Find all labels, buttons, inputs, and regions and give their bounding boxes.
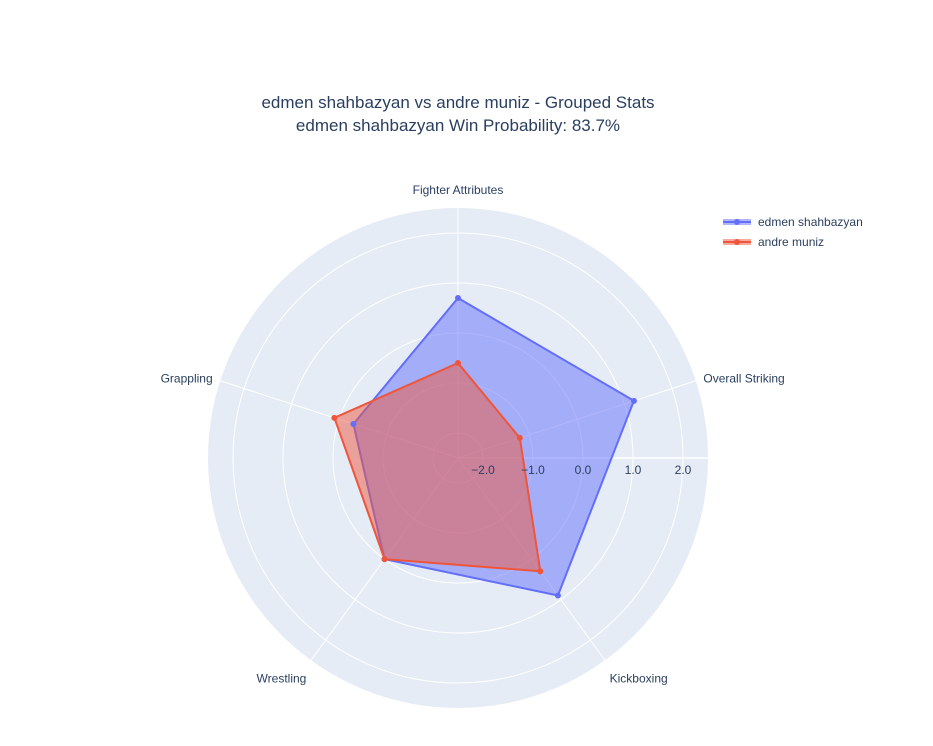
radial-tick-label: −1.0	[521, 463, 545, 477]
legend[interactable]: edmen shahbazyan andre muniz	[723, 215, 863, 249]
axis-label-wrestling: Wrestling	[257, 672, 307, 686]
data-point-edmen-shahbazyan-overall-striking[interactable]	[630, 397, 637, 404]
legend-label: edmen shahbazyan	[758, 215, 863, 229]
axis-label-kickboxing: Kickboxing	[610, 672, 668, 686]
radial-tick-label: 0.0	[575, 463, 592, 477]
radial-tick-label: −2.0	[471, 463, 495, 477]
data-point-andre-muniz-fighter-attributes[interactable]	[455, 360, 461, 366]
polar-area: −2.0 −1.0 0.0 1.0 2.0 Fighter Attributes Overa…	[161, 183, 785, 708]
chart-title: edmen shahbazyan vs andre muniz - Groupe…	[261, 93, 654, 112]
data-point-edmen-shahbazyan-kickboxing[interactable]	[554, 592, 561, 599]
axis-label-fighter-attributes: Fighter Attributes	[413, 183, 504, 197]
axis-label-overall-striking: Overall Striking	[703, 371, 784, 385]
data-point-andre-muniz-kickboxing[interactable]	[537, 568, 544, 575]
chart-subtitle: edmen shahbazyan Win Probability: 83.7%	[296, 116, 620, 135]
series-area-andre-muniz	[333, 362, 542, 573]
data-point-edmen-shahbazyan-grappling[interactable]	[350, 421, 357, 428]
data-point-andre-muniz-grappling[interactable]	[331, 414, 338, 421]
legend-item-andre-muniz[interactable]: andre muniz	[723, 235, 824, 249]
legend-item-edmen-shahbazyan[interactable]: edmen shahbazyan	[723, 215, 863, 229]
data-point-edmen-shahbazyan-fighter-attributes[interactable]	[455, 295, 461, 301]
data-point-andre-muniz-wrestling[interactable]	[381, 556, 388, 563]
legend-label: andre muniz	[758, 235, 824, 249]
legend-marker	[734, 219, 740, 225]
data-point-andre-muniz-overall-striking[interactable]	[516, 434, 523, 441]
radial-tick-label: 1.0	[625, 463, 642, 477]
radial-tick-label: 2.0	[675, 463, 692, 477]
axis-label-grappling: Grappling	[161, 371, 213, 385]
legend-marker	[734, 239, 740, 245]
